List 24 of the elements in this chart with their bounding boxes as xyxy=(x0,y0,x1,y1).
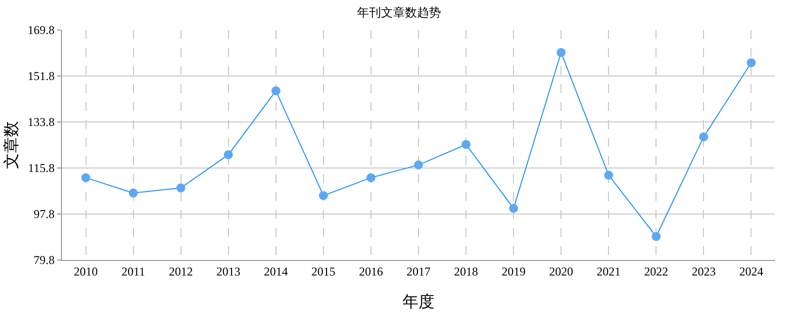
x-tick-label: 2023 xyxy=(692,264,716,278)
chart-title: 年刊文章数趋势 xyxy=(357,6,441,20)
x-tick-label: 2022 xyxy=(644,264,668,278)
y-tick-label: 97.8 xyxy=(34,207,55,222)
x-tick-label: 2011 xyxy=(122,264,146,278)
x-tick-label: 2019 xyxy=(502,264,526,278)
x-tick-label: 2020 xyxy=(549,264,574,278)
x-tick-label: 2010 xyxy=(74,264,98,278)
y-axis-title: 文章数 xyxy=(2,121,20,169)
x-axis-title: 年度 xyxy=(402,293,434,312)
x-tick-label: 2015 xyxy=(311,264,336,278)
x-tick-label: 2016 xyxy=(358,264,383,278)
x-tick-label: 2014 xyxy=(264,264,288,278)
x-tick-label: 2021 xyxy=(596,264,621,278)
x-tick-label: 2024 xyxy=(739,264,764,278)
y-tick-label: 133.8 xyxy=(28,115,55,130)
y-tick-label: 79.8 xyxy=(34,253,55,268)
y-tick-label: 115.8 xyxy=(28,161,55,176)
x-tick-label: 2017 xyxy=(406,264,430,278)
y-tick-label: 151.8 xyxy=(28,69,55,84)
x-tick-label: 2018 xyxy=(454,264,478,278)
x-tick-label: 2012 xyxy=(168,264,193,278)
x-tick-label: 2013 xyxy=(216,264,240,278)
y-tick-label: 169.8 xyxy=(28,23,55,38)
